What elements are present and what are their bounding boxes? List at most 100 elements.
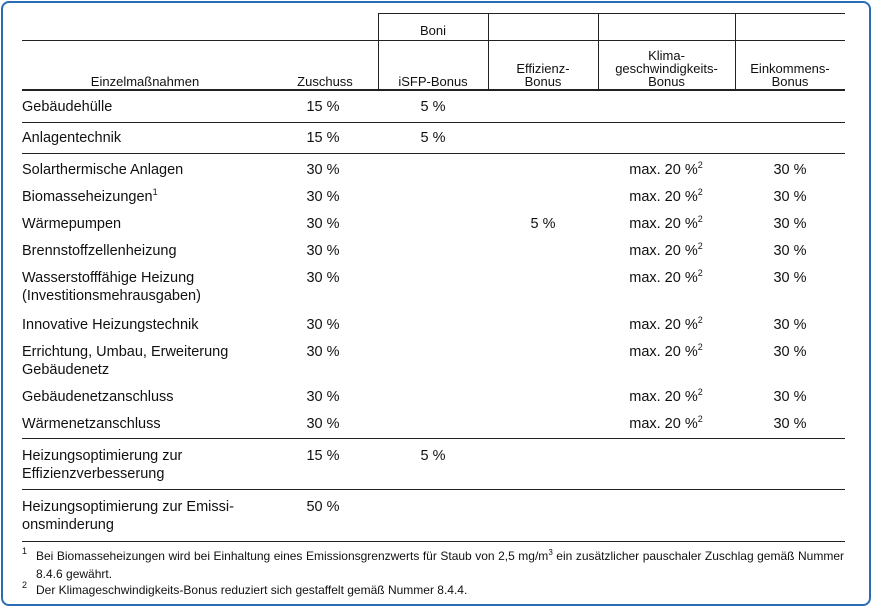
cell: 30 % [725, 316, 855, 334]
cell: max. 20 %2 [601, 315, 731, 335]
footnote-ref: 2 [697, 187, 703, 197]
cell: 15 % [258, 129, 388, 147]
column-header: Einzelmaßnahmen [90, 74, 200, 89]
label-text: Innovative Heizungstechnik [22, 317, 199, 333]
cell-text: 30 % [773, 270, 807, 286]
cell-text: 30 % [773, 344, 807, 360]
rule [598, 13, 599, 90]
cell: 30 % [258, 188, 388, 206]
column-header: geschwindigkeits- [615, 61, 718, 76]
cell: 30 % [258, 415, 388, 433]
column-header: Zuschuss [297, 74, 353, 89]
row-label: Innovative Heizungstechnik [22, 316, 199, 334]
footnote-marker: 1 [22, 546, 28, 556]
cell: 30 % [725, 188, 855, 206]
label-text: Effizienzverbesserung [22, 466, 165, 482]
cell-text: max. 20 % [629, 270, 698, 286]
cell-text: 30 % [306, 389, 340, 405]
cell: 30 % [258, 161, 388, 179]
cell: 30 % [258, 215, 388, 233]
cell: max. 20 %2 [601, 241, 731, 261]
cell: 30 % [725, 269, 855, 287]
footnote: Bei Biomasseheizungen wird bei Einhaltun… [36, 548, 844, 582]
label-text: (Investitionsmehrausgaben) [22, 288, 201, 304]
cell-text: 5 % [420, 99, 446, 115]
row-label: Solarthermische Anlagen [22, 161, 183, 179]
footnote-ref: 2 [697, 214, 703, 224]
label-text: onsminderung [22, 517, 114, 533]
cell: 30 % [725, 242, 855, 260]
footnote-ref: 2 [697, 342, 703, 352]
label-text: Gebäudenetz [22, 362, 110, 378]
cell-text: 30 % [306, 243, 340, 259]
cell-text: 30 % [306, 216, 340, 232]
cell: 30 % [258, 388, 388, 406]
cell: max. 20 %2 [601, 214, 731, 234]
cell: 30 % [258, 242, 388, 260]
cell-text: 30 % [306, 344, 340, 360]
cell-text: max. 20 % [629, 344, 698, 360]
row-label: Wärmepumpen [22, 215, 121, 233]
footnote-text: ein zusätzlicher pauschaler Zuschlag gem… [36, 549, 845, 581]
row-label: Wasserstofffähige Heizung [22, 269, 194, 287]
label-text: Wärmenetzanschluss [22, 416, 161, 432]
cell-text: 50 % [306, 499, 340, 515]
rule [22, 541, 845, 542]
cell: 5 % [368, 98, 498, 116]
row-label: onsminderung [22, 516, 114, 534]
cell: 30 % [725, 161, 855, 179]
cell-text: max. 20 % [629, 317, 698, 333]
footnote-text: Bei Biomasseheizungen wird bei Einhaltun… [36, 549, 549, 563]
column-header: Einkommens- [750, 61, 830, 76]
column-header: iSFP-Bonus [398, 74, 468, 89]
footnote-ref: 2 [697, 387, 703, 397]
cell-text: max. 20 % [629, 243, 698, 259]
rule [378, 13, 379, 90]
row-label: Effizienzverbesserung [22, 465, 164, 483]
cell: 5 % [368, 129, 498, 147]
row-label: Errichtung, Umbau, Erweiterung [22, 343, 228, 361]
row-label: Heizungsoptimierung zur [22, 447, 182, 465]
label-text: Solarthermische Anlagen [22, 162, 184, 178]
cell: 15 % [258, 98, 388, 116]
row-label: Brennstoffzellenheizung [22, 242, 177, 260]
cell: 30 % [725, 215, 855, 233]
cell: 30 % [258, 269, 388, 287]
cell-text: 15 % [306, 448, 340, 464]
group-header: Boni [419, 23, 447, 38]
cell: max. 20 %2 [601, 268, 731, 288]
cell: 15 % [258, 447, 388, 465]
label-text: Heizungsoptimierung zur [22, 448, 183, 464]
row-label: Anlagentechnik [22, 129, 121, 147]
row-label: Gebäudenetz [22, 361, 109, 379]
label-text: Brennstoffzellenheizung [22, 243, 177, 259]
label-text: Biomasseheizungen [22, 189, 153, 205]
cell-text: max. 20 % [629, 389, 698, 405]
rule [22, 122, 845, 123]
rule [378, 13, 845, 14]
rule [22, 153, 845, 154]
cell: 30 % [258, 343, 388, 361]
superscript: 3 [548, 548, 553, 557]
footnote-ref: 2 [697, 315, 703, 325]
rule [22, 438, 845, 439]
cell: max. 20 %2 [601, 414, 731, 434]
column-header: Effizienz- [516, 61, 570, 76]
cell-text: 30 % [773, 189, 807, 205]
label-text: Wärmepumpen [22, 216, 122, 232]
footnote: Der Klimageschwindigkeits-Bonus reduzier… [36, 582, 844, 598]
cell-text: 30 % [306, 270, 340, 286]
rule [22, 89, 845, 91]
cell: 30 % [725, 388, 855, 406]
cell-text: 30 % [773, 162, 807, 178]
cell-text: 30 % [306, 162, 340, 178]
cell-text: 5 % [420, 130, 446, 146]
cell-text: 30 % [773, 317, 807, 333]
cell: max. 20 %2 [601, 387, 731, 407]
column-header: Bonus [771, 74, 809, 89]
column-header: Bonus [648, 74, 685, 89]
cell: max. 20 %2 [601, 160, 731, 180]
rule [22, 40, 845, 41]
